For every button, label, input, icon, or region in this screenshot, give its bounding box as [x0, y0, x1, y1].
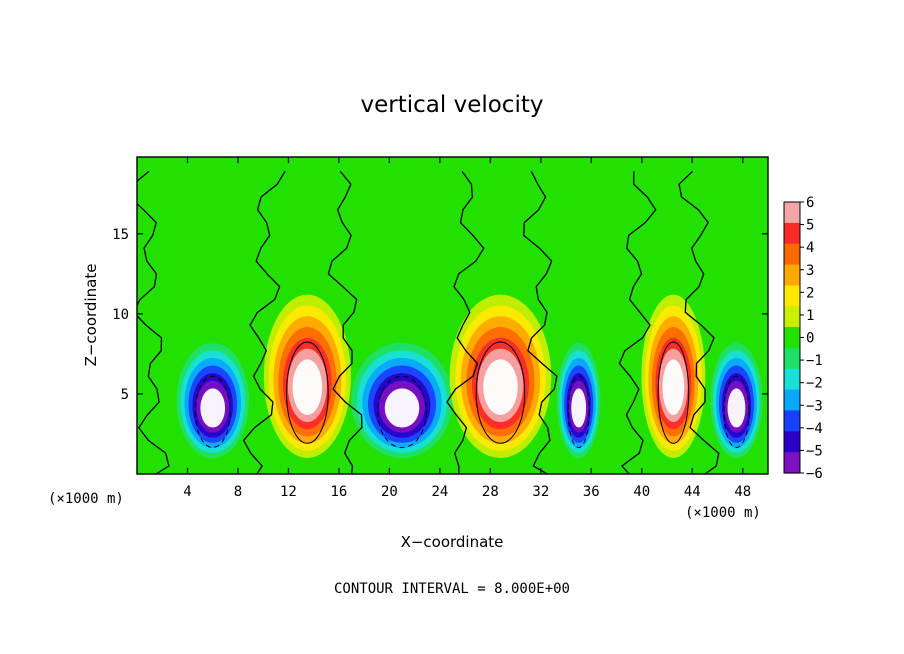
x-unit-label-right: (×1000 m) [685, 505, 761, 521]
downdraft-cell [351, 342, 453, 458]
zero-contour [137, 170, 170, 474]
colorbar-swatch [784, 389, 800, 412]
x-tick-label: 16 [330, 484, 347, 500]
zero-contour [446, 171, 485, 474]
y-axis: 5 10 15 [112, 227, 768, 403]
x-tick-label: 48 [734, 484, 751, 500]
y-tick-label: 5 [121, 387, 129, 403]
x-tick-label: 40 [633, 484, 650, 500]
colorbar-label: −4 [806, 421, 823, 437]
colorbar-swatch [784, 368, 800, 391]
colorbar-swatch [784, 327, 800, 349]
cell-contour [286, 341, 329, 444]
colorbar-swatch [784, 452, 800, 474]
cell-shade [727, 388, 746, 428]
cell-contour [567, 375, 590, 449]
colorbar-swatch [784, 285, 800, 307]
colorbar-swatch [784, 306, 800, 328]
x-tick-label: 20 [381, 484, 398, 500]
downdraft-cell [710, 342, 763, 458]
colorbar-label: 5 [806, 218, 814, 234]
contour-lines [137, 170, 750, 474]
colorbar-label: −6 [806, 466, 823, 482]
colorbar: 6 5 4 3 2 1 0 −1 −2 −3 −4 −5 −6 [783, 195, 823, 482]
updraft-cell [263, 294, 351, 458]
cell-shade [662, 359, 685, 415]
plot-frame [136, 156, 769, 475]
colorbar-label: −1 [806, 353, 823, 369]
cell-shade [200, 388, 226, 428]
cell-shade [571, 388, 587, 428]
colorbar-label: 0 [806, 331, 814, 347]
cell-contour [723, 375, 750, 449]
downdraft-cell [556, 342, 601, 458]
colorbar-label: 1 [806, 308, 814, 324]
cell-contour [377, 375, 427, 449]
colorbar-swatch [784, 347, 800, 370]
x-tick-label: 8 [234, 484, 242, 500]
colorbar-label: 3 [806, 263, 814, 279]
cell-contour [657, 341, 690, 444]
downdraft-cell [176, 342, 250, 458]
zero-contour [618, 171, 657, 474]
colorbar-swatch [784, 264, 800, 286]
zero-contour [242, 171, 286, 474]
colorbar-label: 4 [806, 240, 814, 256]
zero-contour [327, 170, 363, 474]
colorbar-swatch [784, 410, 800, 432]
x-unit-label-left: (×1000 m) [48, 491, 124, 507]
colorbar-label: −3 [806, 398, 823, 414]
colorbar-label: −5 [806, 443, 823, 459]
plot-area [137, 157, 768, 474]
x-tick-label: 36 [583, 484, 600, 500]
x-axis-label: X−coordinate [401, 533, 504, 551]
cell-contour [194, 375, 231, 449]
colorbar-label: 6 [806, 195, 814, 211]
x-tick-label: 28 [482, 484, 499, 500]
contour-interval-label: CONTOUR INTERVAL = 8.000E+00 [334, 581, 570, 597]
updraft-cell [449, 294, 552, 458]
velocity-field [176, 294, 763, 458]
y-tick-label: 10 [112, 307, 129, 323]
cell-contour [475, 341, 526, 444]
x-tick-label: 4 [183, 484, 191, 500]
colorbar-swatch [784, 431, 800, 453]
cell-shade [483, 359, 518, 415]
cell-shade [384, 388, 420, 428]
colorbar-swatch [784, 202, 800, 224]
zero-contour [678, 170, 720, 474]
colorbar-label: 2 [806, 285, 814, 301]
chart-title: vertical velocity [361, 92, 544, 118]
y-tick-label: 15 [112, 227, 129, 243]
colorbar-swatch [784, 243, 800, 266]
x-tick-label: 24 [431, 484, 448, 500]
x-axis: 4 8 12 16 20 24 28 32 36 40 44 48 [183, 157, 751, 500]
colorbar-label: −2 [806, 376, 823, 392]
y-axis-label: Z−coordinate [82, 264, 100, 367]
x-tick-label: 32 [532, 484, 549, 500]
colorbar-swatch [784, 222, 800, 245]
cell-shade [292, 359, 323, 415]
zero-contour [523, 171, 558, 474]
x-tick-label: 12 [280, 484, 297, 500]
x-tick-label: 44 [684, 484, 701, 500]
